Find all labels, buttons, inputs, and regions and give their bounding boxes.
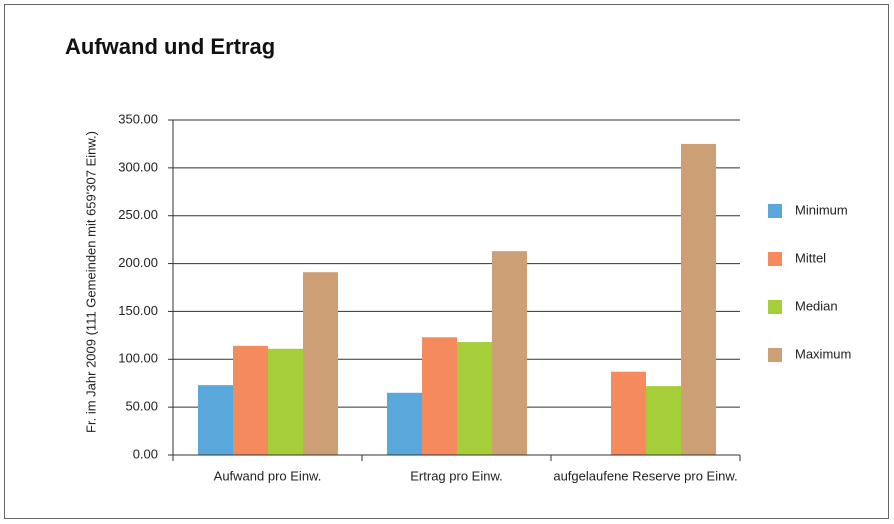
bar [198, 385, 233, 455]
y-tick-label: 350.00 [118, 111, 158, 126]
y-tick-label: 300.00 [118, 159, 158, 174]
legend-label: Median [795, 298, 838, 313]
legend-swatch [768, 300, 782, 314]
bar [457, 342, 492, 455]
bar [303, 272, 338, 455]
y-tick-label: 150.00 [118, 303, 158, 318]
y-tick-label: 250.00 [118, 207, 158, 222]
x-tick-label: aufgelaufene Reserve pro Einw. [553, 468, 737, 483]
bar [233, 345, 268, 455]
chart-frame [4, 4, 889, 519]
legend-swatch [768, 252, 782, 266]
y-tick-label: 50.00 [125, 399, 158, 414]
legend-label: Mittel [795, 250, 826, 265]
bar [422, 337, 457, 455]
bar [387, 392, 422, 455]
bar [492, 251, 527, 455]
y-axis-label: Fr. im Jahr 2009 (111 Gemeinden mit 659'… [83, 131, 98, 433]
bar [611, 371, 646, 455]
y-tick-label: 0.00 [133, 446, 158, 461]
bar [646, 386, 681, 455]
chart-title: Aufwand und Ertrag [65, 34, 275, 59]
y-tick-label: 200.00 [118, 255, 158, 270]
bar [268, 348, 303, 455]
legend-swatch [768, 348, 782, 362]
bar [681, 143, 716, 455]
legend-label: Maximum [795, 346, 851, 361]
legend-label: Minimum [795, 202, 848, 217]
x-tick-label: Aufwand pro Einw. [214, 468, 322, 483]
y-tick-label: 100.00 [118, 351, 158, 366]
x-tick-label: Ertrag pro Einw. [410, 468, 503, 483]
legend-swatch [768, 204, 782, 218]
